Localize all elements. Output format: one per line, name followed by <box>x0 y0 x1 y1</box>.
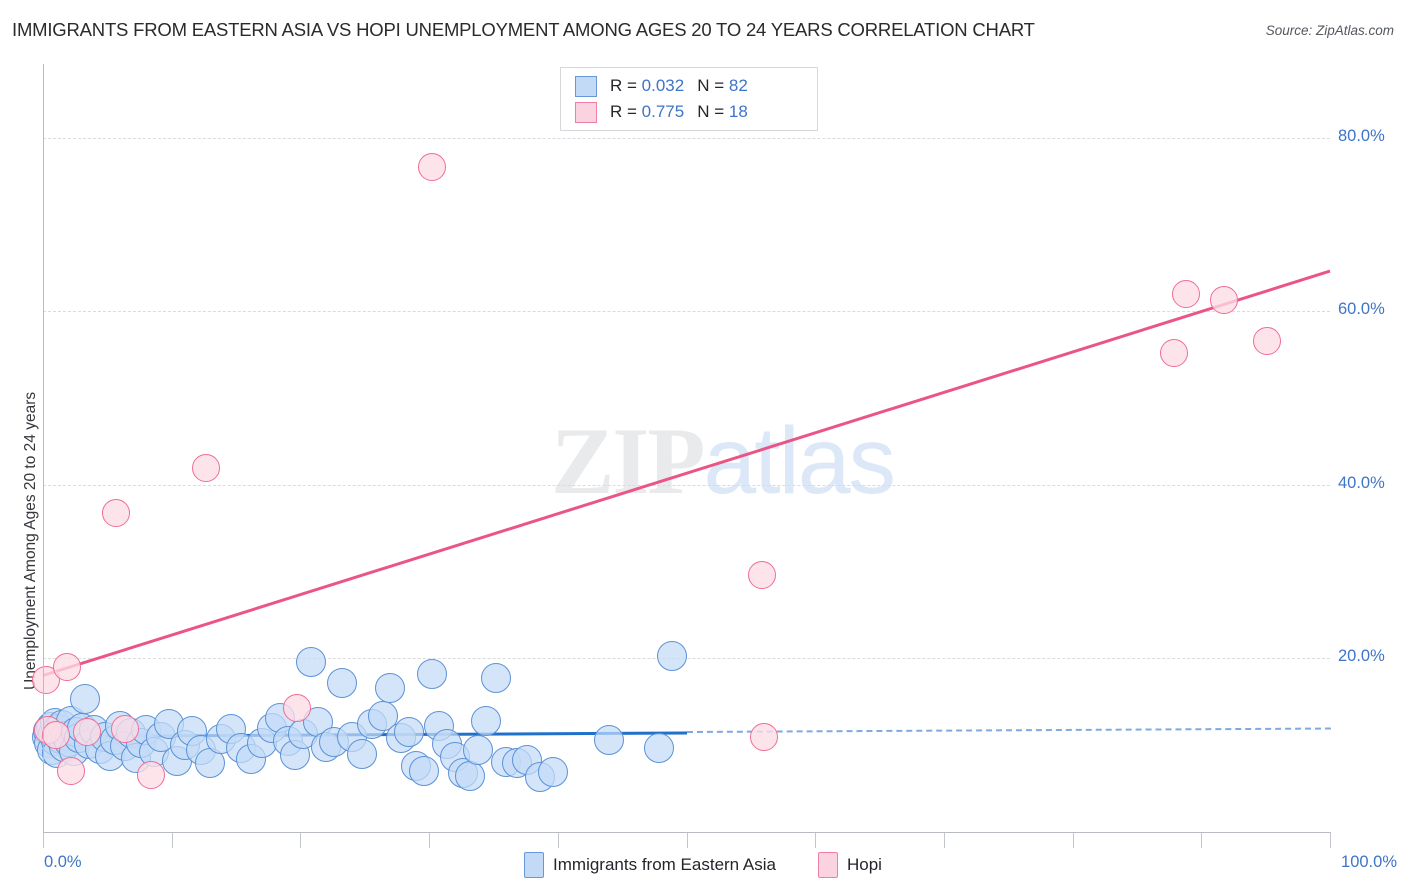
y-axis-tick-label: 40.0% <box>1338 473 1385 492</box>
data-point-hopi[interactable] <box>41 720 70 749</box>
series-label-pink: Hopi <box>847 855 882 874</box>
x-axis-tick <box>557 833 559 848</box>
watermark-atlas: atlas <box>703 408 896 514</box>
series-label-blue: Immigrants from Eastern Asia <box>553 855 776 874</box>
n-value-pink: 18 <box>728 102 748 121</box>
trendline-hopi <box>42 269 1331 677</box>
r-value-blue: 0.032 <box>641 76 685 95</box>
data-point-hopi[interactable] <box>749 723 778 752</box>
data-point-hopi[interactable] <box>137 760 166 789</box>
data-point-immigrants[interactable] <box>347 738 378 769</box>
series-legend-item-blue[interactable]: Immigrants from Eastern Asia <box>524 852 776 878</box>
data-point-hopi[interactable] <box>72 718 101 747</box>
x-axis-line <box>43 832 1331 833</box>
y-axis-tick-label: 60.0% <box>1338 300 1385 319</box>
data-point-hopi[interactable] <box>102 498 131 527</box>
data-point-immigrants[interactable] <box>463 735 493 766</box>
data-point-hopi[interactable] <box>417 153 446 182</box>
x-axis-tick <box>686 833 688 848</box>
x-axis-tick <box>1330 833 1331 848</box>
x-axis-max-label: 100.0% <box>1341 853 1397 871</box>
gridline <box>43 311 1330 313</box>
series-swatch-blue <box>524 852 545 878</box>
stats-legend-row-blue: R = 0.032 N = 82 <box>575 73 748 99</box>
chart-header: IMMIGRANTS FROM EASTERN ASIA VS HOPI UNE… <box>0 0 1406 52</box>
trendline-immigrants-dashed <box>686 727 1330 734</box>
legend-swatch-pink <box>575 101 597 123</box>
stats-legend: R = 0.032 N = 82 R = 0.775 N = 18 <box>560 67 818 131</box>
data-point-hopi[interactable] <box>57 757 86 786</box>
plot-area: ZIPatlas <box>31 64 1331 832</box>
legend-stats-pink: R = 0.775 N = 18 <box>610 102 748 122</box>
data-point-hopi[interactable] <box>1210 286 1239 315</box>
y-axis-tick-label: 20.0% <box>1338 647 1385 666</box>
y-axis-tick-label: 80.0% <box>1338 126 1385 145</box>
gridline <box>43 137 1330 139</box>
data-point-immigrants[interactable] <box>537 757 568 788</box>
data-point-immigrants[interactable] <box>375 672 406 703</box>
data-point-hopi[interactable] <box>748 561 777 590</box>
series-swatch-pink <box>818 852 838 878</box>
stats-legend-row-pink: R = 0.775 N = 18 <box>575 99 748 125</box>
data-point-hopi[interactable] <box>282 693 311 722</box>
legend-swatch-blue <box>575 75 597 97</box>
x-axis-tick <box>943 833 945 848</box>
series-legend-item-pink[interactable]: Hopi <box>818 852 882 878</box>
data-point-immigrants[interactable] <box>70 684 101 715</box>
data-point-immigrants[interactable] <box>644 732 675 763</box>
y-axis-title: Unemployment Among Ages 20 to 24 years <box>22 391 39 690</box>
data-point-hopi[interactable] <box>1171 279 1200 308</box>
x-axis-tick <box>1072 833 1074 848</box>
n-label-blue: N = <box>697 76 729 95</box>
y-axis-line <box>43 64 44 832</box>
data-point-immigrants[interactable] <box>470 705 501 736</box>
data-point-immigrants[interactable] <box>408 756 439 787</box>
data-point-hopi[interactable] <box>1160 338 1189 367</box>
data-point-immigrants[interactable] <box>455 760 486 791</box>
data-point-hopi[interactable] <box>53 653 82 682</box>
data-point-immigrants[interactable] <box>481 662 512 693</box>
r-value-pink: 0.775 <box>641 102 685 121</box>
n-label-pink: N = <box>697 102 729 121</box>
x-axis-tick <box>43 833 44 848</box>
series-legend: Immigrants from Eastern Asia Hopi <box>0 848 1406 882</box>
data-point-immigrants[interactable] <box>416 659 447 690</box>
r-label-pink: R = <box>610 102 642 121</box>
gridline <box>43 484 1330 486</box>
x-axis-tick <box>171 833 173 848</box>
page-title: IMMIGRANTS FROM EASTERN ASIA VS HOPI UNE… <box>12 19 1035 40</box>
watermark-zip: ZIP <box>551 408 705 514</box>
legend-stats-blue: R = 0.032 N = 82 <box>610 76 748 96</box>
data-point-immigrants[interactable] <box>594 725 625 755</box>
n-value-blue: 82 <box>728 76 748 95</box>
data-point-immigrants[interactable] <box>657 640 688 671</box>
source-label: Source: ZipAtlas.com <box>1265 23 1394 38</box>
x-axis-tick <box>815 833 817 848</box>
x-axis-tick <box>429 833 431 848</box>
data-point-hopi[interactable] <box>111 714 140 743</box>
x-axis-tick <box>300 833 302 848</box>
data-point-hopi[interactable] <box>192 453 221 482</box>
data-point-immigrants[interactable] <box>326 667 357 698</box>
data-point-immigrants[interactable] <box>393 717 424 748</box>
x-axis-min-label: 0.0% <box>44 853 82 871</box>
x-axis-tick <box>1201 833 1203 848</box>
r-label-blue: R = <box>610 76 642 95</box>
data-point-hopi[interactable] <box>1252 326 1281 355</box>
data-point-immigrants[interactable] <box>295 646 326 677</box>
